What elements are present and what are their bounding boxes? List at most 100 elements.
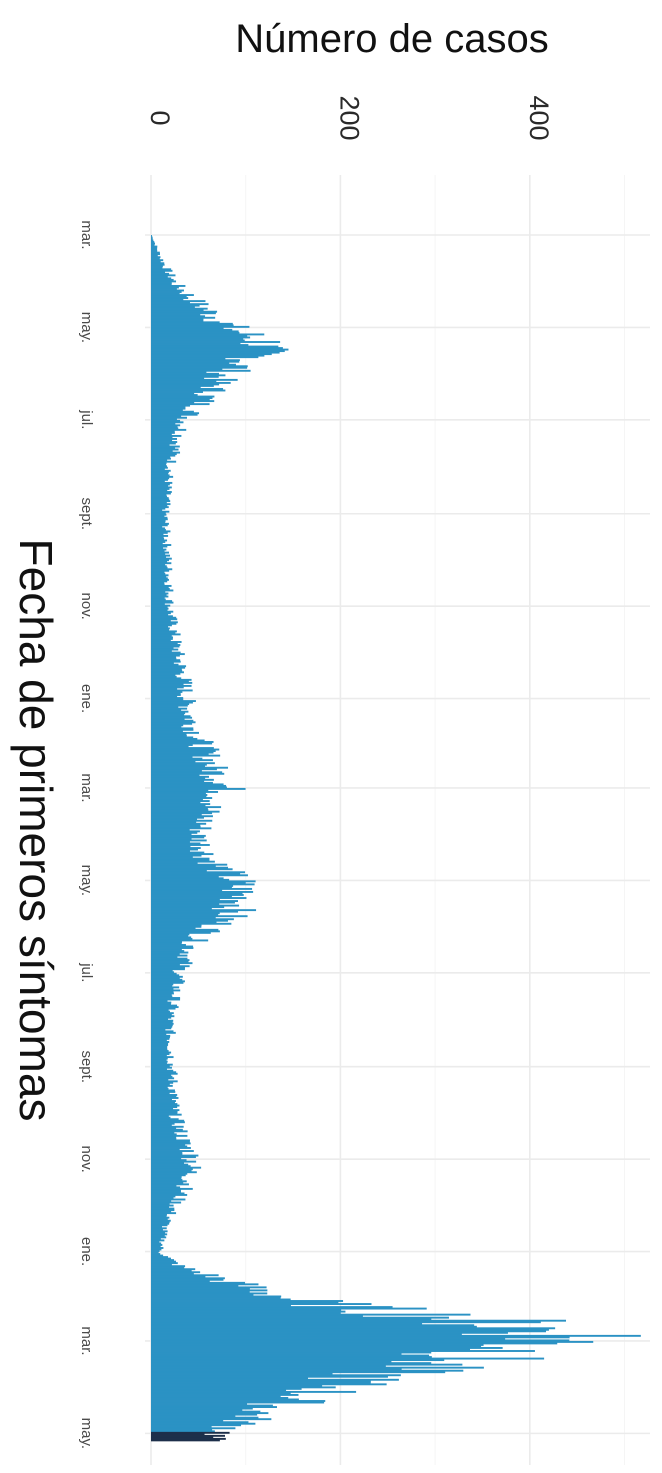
bar <box>151 1000 168 1002</box>
bar <box>151 1124 172 1127</box>
bar <box>151 1180 187 1183</box>
bar <box>151 1298 291 1301</box>
bar <box>151 528 166 531</box>
bar <box>151 890 254 893</box>
bar <box>151 880 256 883</box>
bar <box>151 1236 167 1239</box>
bar <box>151 1007 176 1010</box>
bar <box>151 778 214 781</box>
bar <box>151 1392 291 1395</box>
bar <box>151 630 177 633</box>
bar <box>151 933 190 936</box>
bar <box>151 1269 192 1272</box>
bar <box>151 1027 172 1030</box>
bar <box>151 715 191 718</box>
bar <box>151 683 184 686</box>
bar <box>151 1337 506 1340</box>
bar <box>151 1084 173 1087</box>
bar <box>151 509 163 512</box>
bar <box>151 351 280 354</box>
bar <box>151 327 224 330</box>
bar <box>151 816 204 819</box>
bar <box>151 694 181 696</box>
bar <box>151 804 206 807</box>
bar <box>151 825 201 828</box>
bar <box>151 875 219 878</box>
bar <box>151 587 170 590</box>
bar <box>151 1401 325 1404</box>
bar <box>151 488 170 490</box>
x-tick-label: mar. <box>78 773 95 802</box>
bar <box>151 553 166 556</box>
bar <box>151 922 232 925</box>
bar <box>151 268 172 271</box>
bar <box>151 459 168 462</box>
bar <box>151 1206 170 1209</box>
bar <box>151 1247 164 1249</box>
bar <box>151 1353 402 1355</box>
bar <box>151 913 219 916</box>
bar <box>151 841 190 843</box>
bar <box>151 1177 182 1180</box>
bar <box>151 1169 192 1172</box>
bar <box>151 304 200 307</box>
bar <box>151 372 219 375</box>
bar <box>151 981 184 984</box>
bar <box>151 419 181 422</box>
bar <box>151 1098 172 1101</box>
bar <box>151 1090 176 1093</box>
bar <box>151 1386 336 1389</box>
bar <box>151 1016 172 1019</box>
bar <box>151 1065 170 1068</box>
bar <box>151 413 198 416</box>
bar <box>151 1201 182 1204</box>
bar <box>151 539 168 542</box>
bar <box>151 780 205 783</box>
bar <box>151 912 220 915</box>
bar <box>151 1139 190 1142</box>
bar <box>151 747 214 749</box>
bar <box>151 484 169 487</box>
bar <box>151 762 215 765</box>
bar <box>151 754 221 757</box>
bar <box>151 678 192 681</box>
bar <box>151 1350 535 1352</box>
bar <box>151 1398 299 1401</box>
bar <box>151 756 193 759</box>
bar <box>151 550 165 553</box>
bar <box>151 924 202 927</box>
bar <box>151 289 184 292</box>
bar <box>151 1001 172 1004</box>
bar <box>151 1307 427 1310</box>
bar <box>151 942 182 945</box>
bar <box>151 1144 186 1146</box>
bar <box>151 1297 281 1299</box>
bar <box>151 1040 170 1043</box>
bar <box>151 286 179 289</box>
bar <box>151 968 185 971</box>
bar <box>151 989 181 992</box>
bar <box>151 995 173 998</box>
bar <box>151 1362 432 1365</box>
bar <box>151 848 198 851</box>
bar <box>151 1163 189 1166</box>
bar <box>151 1374 401 1377</box>
bar <box>151 997 181 999</box>
bar <box>151 500 171 503</box>
bar <box>151 597 165 599</box>
bar <box>151 603 165 606</box>
bar <box>151 1154 199 1157</box>
x-tick-label: may. <box>78 312 95 343</box>
bar <box>151 428 187 431</box>
bar <box>151 1195 176 1198</box>
bar <box>151 827 212 830</box>
bar <box>151 907 212 910</box>
bar <box>151 322 233 325</box>
bar <box>151 544 172 546</box>
bar <box>151 1136 177 1139</box>
bar <box>151 580 168 583</box>
bar <box>151 642 178 645</box>
bar <box>151 1257 171 1260</box>
bar <box>151 425 178 428</box>
bar <box>151 350 285 353</box>
